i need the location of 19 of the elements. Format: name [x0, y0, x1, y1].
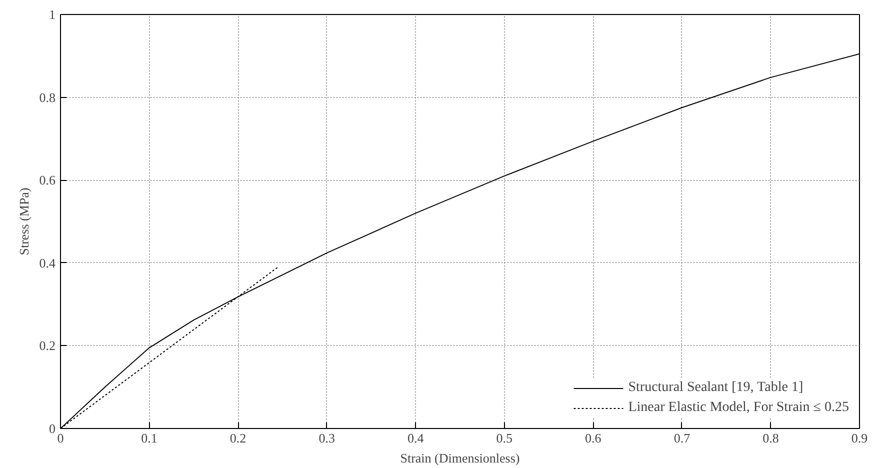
- legend-label: Linear Elastic Model, For Strain ≤ 0.25: [628, 400, 849, 416]
- x-axis-title: Strain (Dimensionless): [400, 450, 520, 466]
- y-tick-label: 0: [49, 421, 56, 436]
- y-tick-label: 0.2: [39, 338, 56, 354]
- x-tick-label: 0.4: [407, 430, 424, 446]
- x-tick-label: 0.6: [585, 430, 602, 446]
- x-tick-label: 0.8: [762, 430, 779, 446]
- x-tick-label: 0.7: [674, 430, 691, 446]
- x-tick-label: 0.2: [230, 430, 246, 446]
- x-tick-label: 0.3: [318, 430, 335, 446]
- y-tick-label: 0.8: [39, 90, 56, 105]
- legend-label: Structural Sealant [19, Table 1]: [628, 380, 804, 396]
- x-tick-label: 0.1: [141, 430, 158, 446]
- x-tick-label: 0.9: [851, 430, 868, 446]
- y-tick-label: 0.6: [39, 172, 56, 188]
- y-tick-label: 1: [49, 7, 56, 22]
- y-axis-title: Stress (MPa): [16, 188, 32, 256]
- y-tick-label: 0.4: [39, 255, 56, 270]
- x-tick-label: 0.5: [496, 430, 513, 446]
